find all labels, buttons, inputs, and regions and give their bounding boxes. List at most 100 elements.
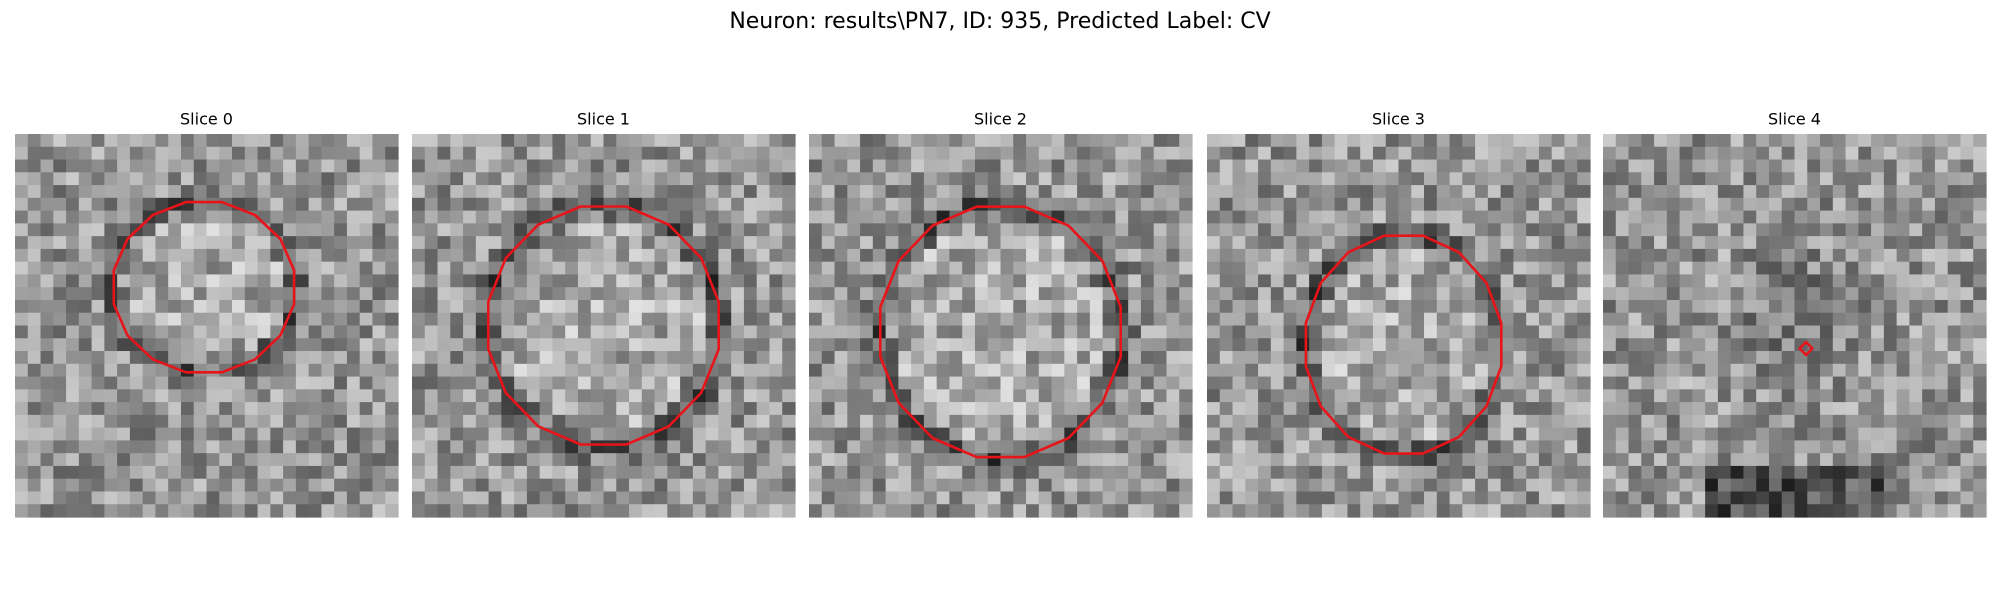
pixel bbox=[1258, 223, 1272, 237]
pixel bbox=[206, 325, 220, 339]
pixel bbox=[821, 440, 836, 454]
pixel bbox=[847, 287, 861, 301]
pixel bbox=[1743, 478, 1757, 493]
pixel bbox=[577, 453, 592, 467]
pixel bbox=[577, 351, 592, 365]
pixel bbox=[641, 376, 656, 390]
pixel bbox=[1309, 312, 1323, 327]
pixel bbox=[257, 185, 271, 199]
pixel bbox=[974, 236, 989, 250]
pixel bbox=[308, 402, 322, 416]
pixel bbox=[898, 363, 912, 378]
pixel bbox=[1372, 146, 1387, 161]
pixel bbox=[1743, 363, 1757, 378]
pixel bbox=[1026, 491, 1040, 505]
pixel bbox=[40, 248, 54, 263]
pixel bbox=[1102, 414, 1116, 429]
pixel bbox=[718, 453, 732, 467]
pixel bbox=[372, 389, 386, 403]
pixel bbox=[1896, 197, 1910, 212]
pixel bbox=[1756, 261, 1770, 276]
pixel bbox=[1372, 389, 1387, 403]
pixel bbox=[1743, 414, 1757, 429]
pixel bbox=[1781, 159, 1796, 173]
pixel bbox=[577, 248, 592, 263]
pixel bbox=[885, 427, 899, 441]
pixel bbox=[1385, 261, 1400, 276]
pixel bbox=[488, 427, 502, 441]
pixel bbox=[1207, 338, 1221, 352]
pixel bbox=[1245, 274, 1259, 288]
pixel bbox=[1179, 299, 1193, 314]
pixel bbox=[872, 172, 887, 186]
pixel bbox=[1781, 453, 1796, 467]
pixel bbox=[1832, 197, 1847, 212]
pixel bbox=[1820, 376, 1834, 390]
pixel bbox=[104, 146, 118, 161]
pixel bbox=[1564, 312, 1578, 327]
pixel bbox=[1666, 465, 1681, 480]
pixel bbox=[1526, 159, 1540, 173]
pixel bbox=[308, 363, 322, 378]
pixel bbox=[1603, 210, 1617, 224]
pixel bbox=[475, 402, 490, 416]
pixel bbox=[1038, 491, 1053, 505]
pixel bbox=[1858, 440, 1872, 454]
pixel bbox=[809, 478, 823, 493]
pixel bbox=[193, 465, 208, 480]
pixel bbox=[1743, 159, 1757, 173]
pixel bbox=[1385, 287, 1400, 301]
pixel bbox=[1179, 453, 1193, 467]
pixel bbox=[359, 414, 374, 429]
pixel bbox=[1166, 504, 1180, 518]
pixel bbox=[1051, 299, 1065, 314]
pixel bbox=[514, 287, 528, 301]
pixel bbox=[244, 325, 259, 339]
pixel bbox=[1089, 312, 1104, 327]
pixel bbox=[1551, 453, 1566, 467]
pixel bbox=[1934, 338, 1949, 352]
pixel bbox=[1309, 491, 1323, 505]
pixel bbox=[1089, 338, 1104, 352]
pixel bbox=[1577, 363, 1591, 378]
pixel bbox=[936, 236, 951, 250]
pixel bbox=[911, 376, 925, 390]
pixel bbox=[66, 274, 80, 288]
pixel bbox=[1013, 274, 1027, 288]
pixel bbox=[847, 440, 861, 454]
pixel bbox=[475, 185, 490, 199]
pixel bbox=[680, 504, 694, 518]
pixel bbox=[1000, 134, 1014, 148]
pixel bbox=[1051, 146, 1065, 161]
pixel bbox=[552, 491, 566, 505]
pixel bbox=[15, 389, 29, 403]
pixel bbox=[1654, 376, 1668, 390]
pixel bbox=[219, 376, 233, 390]
pixel bbox=[756, 478, 771, 493]
pixel bbox=[769, 210, 783, 224]
pixel bbox=[155, 223, 169, 237]
pixel bbox=[346, 274, 361, 288]
pixel bbox=[1347, 363, 1361, 378]
pixel bbox=[654, 402, 668, 416]
pixel bbox=[692, 185, 707, 199]
pixel bbox=[1794, 236, 1808, 250]
pixel bbox=[1026, 210, 1040, 224]
pixel bbox=[1858, 197, 1872, 212]
pixel bbox=[629, 504, 643, 518]
pixel bbox=[1140, 236, 1155, 250]
pixel bbox=[1385, 146, 1400, 161]
pixel bbox=[1654, 172, 1668, 186]
pixel bbox=[1232, 389, 1246, 403]
pixel bbox=[1347, 223, 1361, 237]
pixel bbox=[577, 185, 592, 199]
pixel bbox=[308, 465, 322, 480]
pixel bbox=[974, 325, 989, 339]
slice-panel: Slice 4 bbox=[1603, 110, 1987, 518]
pixel bbox=[923, 287, 938, 301]
pixel bbox=[206, 440, 220, 454]
pixel bbox=[1398, 146, 1412, 161]
pixel bbox=[603, 287, 617, 301]
pixel bbox=[577, 440, 592, 454]
pixel bbox=[1245, 261, 1259, 276]
